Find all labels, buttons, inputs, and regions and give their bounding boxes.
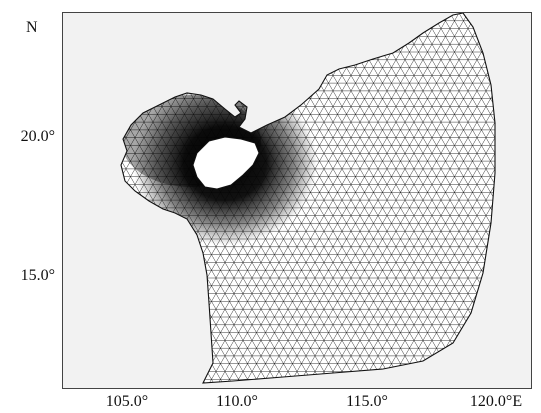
lon-tick-110: 110.0° (216, 393, 258, 410)
lat-tick-15: 15.0° (20, 267, 55, 284)
north-label: N (26, 19, 38, 36)
lat-tick-20: 20.0° (20, 128, 55, 145)
map-plot-area (62, 12, 532, 389)
mesh-map (120, 13, 496, 384)
lon-tick-120: 120.0°E (469, 393, 523, 410)
triangular-mesh (121, 13, 495, 383)
domain-boundary (120, 13, 496, 384)
lon-tick-115: 115.0° (346, 393, 388, 410)
lon-tick-105: 105.0° (105, 393, 149, 410)
hainan-island (192, 136, 260, 190)
